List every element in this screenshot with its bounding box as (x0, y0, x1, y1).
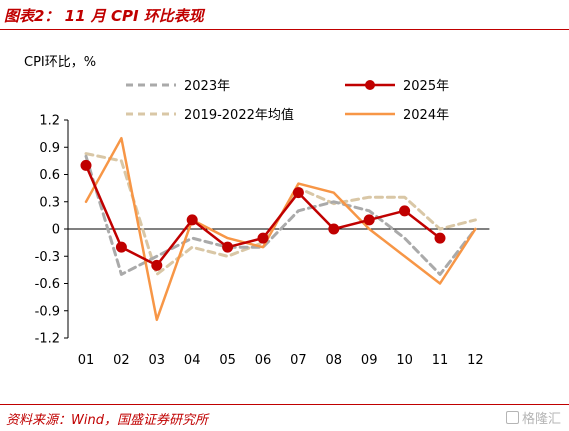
x-tick-label: 05 (219, 353, 236, 368)
legend: 2023年 2025年 2019-2022年均值 2024年 (126, 79, 449, 123)
x-tick-label: 01 (78, 353, 95, 368)
x-tick-label: 03 (149, 353, 166, 368)
figure-title: 图表2： 11 月 CPI 环比表现 (4, 7, 204, 25)
x-tick-label: 06 (255, 353, 272, 368)
y-tick-label: 0.3 (39, 195, 60, 210)
series-line-0 (84, 154, 477, 276)
data-point-marker (328, 223, 340, 235)
legend-label-1: 2025年 (403, 79, 449, 94)
y-tick-label: -0.6 (35, 277, 60, 292)
legend-label-2: 2019-2022年均值 (184, 107, 294, 123)
data-point-marker (399, 205, 411, 217)
data-point-marker (115, 241, 127, 253)
y-tick-label: 0 (52, 223, 60, 238)
x-tick-label: 07 (290, 353, 307, 368)
x-tick-label: 02 (113, 353, 130, 368)
x-tick-label: 09 (361, 353, 378, 368)
y-tick-label: 1.2 (39, 114, 60, 129)
data-point-marker (151, 259, 163, 271)
title-divider (0, 29, 569, 30)
data-point-marker (434, 232, 446, 244)
cpi-line-chart: CPI环比，% 2023年 2025年 2019-2022年均值 2024年 1.2 0… (24, 55, 490, 368)
data-point-marker (363, 214, 375, 226)
data-point-marker (80, 159, 92, 171)
legend-label-0: 2023年 (184, 79, 230, 94)
axes: 1.2 0.9 0.6 0.3 0 -0.3 -0.6 -0.9 -1.2 01 02 03 04 05 0… (35, 114, 490, 368)
source-note: 资料来源：Wind，国盛证券研究所 (6, 413, 208, 428)
y-tick-label: -1.2 (35, 332, 60, 347)
data-point-marker (257, 232, 269, 244)
series-line-1 (84, 164, 442, 267)
x-tick-label: 12 (467, 353, 484, 368)
y-tick-label: -0.3 (35, 250, 60, 265)
legend-marker (365, 80, 375, 90)
footer-divider (0, 404, 569, 405)
legend-label-3: 2024年 (403, 108, 449, 123)
y-axis-label: CPI环比，% (24, 55, 96, 70)
y-tick-label: -0.9 (35, 304, 60, 319)
watermark: 格隆汇 (505, 408, 561, 427)
watermark-text: 格隆汇 (521, 412, 561, 427)
x-tick-label: 08 (326, 353, 343, 368)
x-tick-label: 04 (184, 353, 201, 368)
x-tick-label: 11 (432, 353, 449, 368)
y-tick-label: 0.6 (39, 168, 60, 183)
data-point-marker (292, 187, 304, 199)
y-tick-label: 0.9 (39, 141, 60, 156)
series-lines (80, 136, 477, 322)
x-tick-label: 10 (396, 353, 413, 368)
data-point-marker (186, 214, 198, 226)
data-point-marker (222, 241, 234, 253)
watermark-logo-icon (505, 411, 519, 424)
